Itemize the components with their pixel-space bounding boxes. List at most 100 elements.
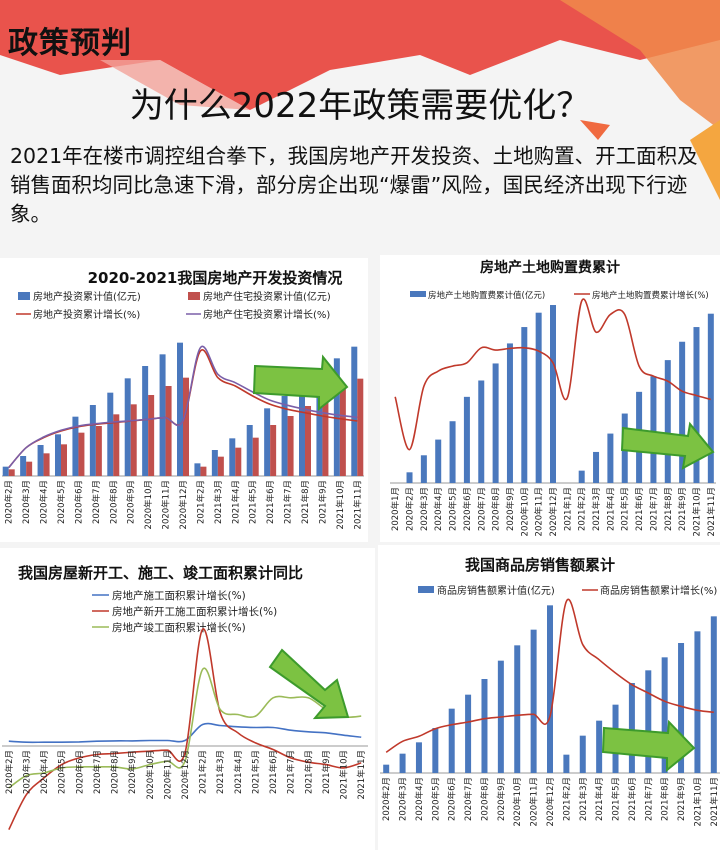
summary-paragraph: 2021年在楼市调控组合拳下，我国房地产开发投资、土地购置、开工面积及销售面积均… [10,144,698,226]
bar-primary [55,434,61,476]
bar-primary [521,327,528,483]
x-tick-label: 2020年7月 [91,480,102,524]
x-tick-label: 2021年9月 [677,487,688,531]
x-tick-label: 2020年8月 [479,777,490,821]
bar-primary [177,342,183,476]
x-tick-label: 2020年10月 [512,777,523,826]
bar-primary [211,450,218,476]
x-tick-label: 2021年3月 [578,777,589,821]
bar-secondary [8,469,15,476]
x-tick-label: 2021年11月 [709,777,720,826]
x-tick-label: 2021年8月 [300,480,311,524]
bar-primary [194,463,201,476]
bar-primary [650,376,657,483]
bar-primary [481,679,488,773]
x-tick-label: 2021年5月 [620,487,631,531]
bar-secondary [322,397,329,476]
x-tick-label: 2020年9月 [127,750,138,794]
pink-shape [100,60,250,110]
x-tick-label: 2020年5月 [56,480,67,524]
orange-shape [560,0,720,130]
x-tick-label: 2020年8月 [491,487,502,531]
x-tick-label: 2020年4月 [433,487,444,531]
x-tick-label: 2021年11月 [706,487,717,536]
bar-secondary [200,466,207,476]
bar-primary [415,742,422,773]
bar-primary [449,421,456,483]
x-tick-label: 2020年2月 [4,750,15,794]
x-tick-label: 2020年3月 [398,777,409,821]
chart2-legend-label: 房地产土地购置费累计值(亿元) [428,290,545,301]
x-tick-label: 2021年4月 [230,480,241,524]
bar-primary [463,396,470,483]
bar-secondary [270,425,277,476]
x-tick-label: 2021年6月 [634,487,645,531]
x-tick-label: 2021年2月 [195,480,206,524]
x-tick-label: 2020年1月 [390,487,401,531]
x-tick-label: 2021年8月 [663,487,674,531]
x-tick-label: 2021年11月 [352,480,363,529]
section-label: 政策预判 [8,26,132,61]
triangle-shape [580,120,610,140]
x-tick-label: 2020年10月 [519,487,530,536]
x-tick-label: 2020年4月 [39,480,50,524]
bar-primary [432,728,439,773]
x-tick-label: 2020年6月 [447,777,458,821]
bar-primary [535,312,542,483]
chart4-legend-swatch [418,586,434,593]
bar-primary [264,408,271,476]
bar-primary [229,438,236,476]
bar-secondary [305,406,311,476]
chart4-legend-label: 商品房销售额累计值(亿元) [437,584,555,597]
x-tick-label: 2021年9月 [676,777,687,821]
chart4-legend-label: 商品房销售额累计增长(%) [600,584,717,597]
bar-secondary [130,404,137,476]
chart2-title: 房地产土地购置费累计 [480,259,620,276]
x-tick-label: 2021年10月 [692,777,703,826]
x-tick-label: 2021年2月 [577,487,588,531]
x-tick-label: 2020年2月 [4,480,15,524]
x-tick-label: 2020年11月 [534,487,545,536]
x-tick-label: 2020年11月 [529,777,540,826]
right-arrow-icon [252,354,349,412]
x-tick-label: 2020年4月 [39,750,50,794]
chart1-legend-label: 房地产住宅投资累计值(亿元) [203,290,331,303]
bar-primary [578,470,585,483]
x-tick-label: 2020年6月 [73,480,84,524]
chart1-legend-label: 房地产投资累计增长(%) [33,308,140,321]
chart3-legend-label: 房地产施工面积累计增长(%) [112,589,246,602]
x-tick-label: 2020年6月 [74,750,85,794]
x-tick-label: 2020年12月 [178,480,189,529]
x-tick-label: 2021年4月 [605,487,616,531]
bar-primary [607,433,614,483]
bar-primary [124,378,131,476]
x-tick-label: 2020年11月 [161,480,172,529]
x-tick-label: 2021年10月 [335,480,346,529]
bar-primary [661,657,668,773]
down-right-arrow-icon [268,648,350,720]
bar-primary [89,405,96,476]
x-tick-label: 2021年7月 [643,777,654,821]
chart2-legend-label: 房地产土地购置费累计增长(%) [592,290,709,301]
bar-secondary [113,414,120,476]
x-tick-label: 2021年5月 [250,750,261,794]
series-line-2 [8,628,362,831]
chart1-legend-label: 房地产住宅投资累计增长(%) [203,308,330,321]
x-tick-label: 2020年12月 [545,777,556,826]
chart2-plot: 2020年1月 2020年2月 2020年3月 2020年4月 2020年5月 2020年… [390,298,717,536]
bar-primary [20,456,27,476]
chart1-plot: 2020年2月 2020年3月 2020年4月 2020年5月 2020年6月 2020年… [2,342,364,529]
bar-secondary [26,461,33,476]
bar-secondary [95,426,102,476]
series-line-1 [394,298,712,451]
bar-primary [693,327,700,483]
x-tick-label: 2020年8月 [110,750,121,794]
bar-primary [645,670,652,773]
bar-primary [550,305,556,483]
x-tick-label: 2021年6月 [627,777,638,821]
x-tick-label: 2021年7月 [648,487,659,531]
bar-primary [72,416,79,476]
bar-primary [492,363,499,483]
bar-primary [399,753,406,773]
x-tick-label: 2021年1月 [562,487,573,531]
